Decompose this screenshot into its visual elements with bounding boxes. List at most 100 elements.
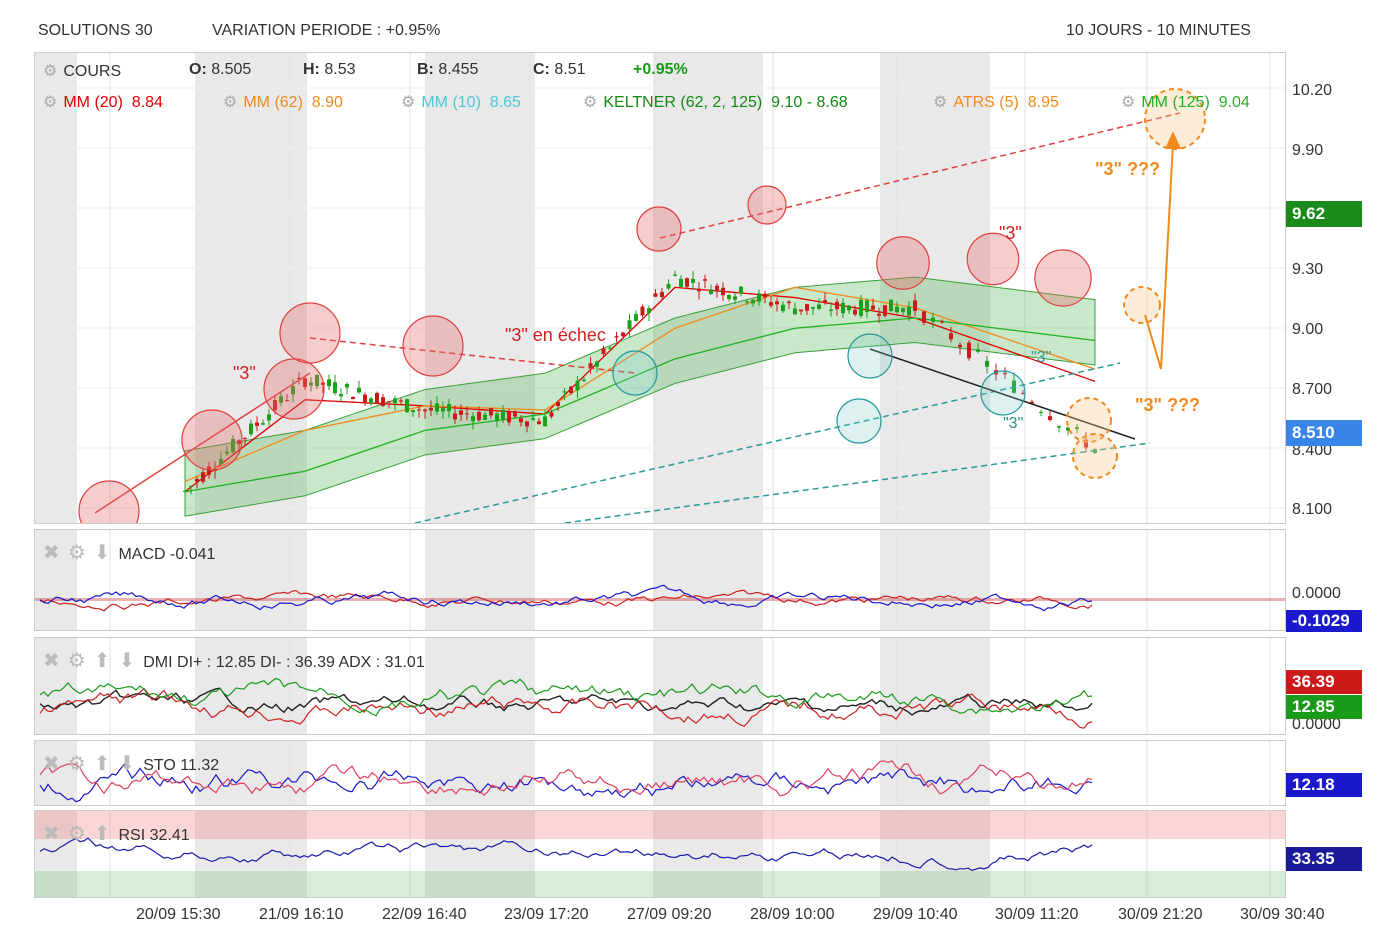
candle-body: [829, 309, 833, 312]
cours-legend: ⚙ COURS: [43, 63, 122, 80]
dmi-panel[interactable]: ✖ ⚙ ⬆ ⬇ DMI DI+ : 12.85 DI- : 36.39 ADX : 31…: [34, 637, 1286, 735]
arrow-up-icon[interactable]: ⬆: [93, 650, 111, 672]
session-band: [653, 638, 763, 734]
gear-icon[interactable]: ⚙: [67, 753, 86, 775]
candle-body: [763, 293, 767, 298]
candle-body: [733, 296, 737, 300]
gear-icon[interactable]: ⚙: [583, 94, 598, 111]
candle-body: [255, 422, 259, 426]
candle-body: [489, 408, 493, 416]
candle-body: [525, 421, 529, 427]
session-band: [195, 811, 307, 897]
arrow-down-icon[interactable]: ⬇: [118, 650, 136, 672]
candle-body: [405, 399, 409, 413]
macd-panel[interactable]: ✖ ⚙ ⬇ MACD -0.041: [34, 529, 1286, 631]
period-label[interactable]: 10 JOURS - 10 MINUTES: [1066, 22, 1251, 39]
close-icon[interactable]: ✖: [43, 753, 60, 775]
candle-body: [339, 394, 343, 397]
gear-icon[interactable]: ⚙: [67, 542, 86, 564]
indicator-mm20[interactable]: ⚙ MM (20) 8.84: [43, 94, 163, 111]
arrow-down-icon[interactable]: ⬇: [118, 753, 136, 775]
annotation-three: "3": [999, 223, 1022, 243]
candle-body: [537, 421, 541, 425]
zone-band: [35, 811, 1285, 839]
candle-body: [865, 300, 869, 313]
price-panel[interactable]: ⚙ COURS O: 8.505 H: 8.53 B: 8.455 C: 8.51…: [34, 52, 1286, 524]
session-band: [653, 530, 763, 630]
candle-body: [387, 401, 391, 403]
candle-body: [435, 403, 439, 412]
candle-body: [588, 363, 593, 369]
candle-body: [279, 396, 283, 403]
session-band: [195, 53, 307, 523]
session-band: [35, 53, 77, 523]
series-line-mm62: [184, 286, 1096, 483]
gear-icon[interactable]: ⚙: [401, 94, 416, 111]
candle-body: [976, 349, 980, 352]
sto-panel[interactable]: ✖ ⚙ ⬆ ⬇ STO 11.32: [34, 740, 1286, 806]
indicator-atrs[interactable]: ⚙ ATRS (5) 8.95: [933, 94, 1059, 111]
rsi-panel[interactable]: ✖ ⚙ ⬆ RSI 32.41: [34, 810, 1286, 898]
close-icon[interactable]: ✖: [43, 823, 60, 845]
candle-body: [291, 386, 295, 395]
candle-body: [195, 478, 199, 482]
arrow-up-icon[interactable]: ⬆: [93, 753, 111, 775]
candle-body: [556, 402, 560, 406]
candle-body: [913, 300, 917, 311]
candle-body: [757, 293, 761, 302]
indicator-mm62[interactable]: ⚙ MM (62) 8.90: [223, 94, 343, 111]
x-tick: 30/09 11:20: [995, 906, 1079, 923]
candle-body: [531, 418, 535, 420]
gear-icon[interactable]: ⚙: [67, 823, 86, 845]
ohlc-open: O: 8.505: [189, 61, 252, 78]
candle-body: [369, 398, 373, 404]
candle-body: [207, 466, 211, 475]
candle-body: [841, 302, 845, 314]
candle-body: [501, 409, 505, 420]
candle-body: [309, 382, 313, 386]
arrow-down-icon[interactable]: ⬇: [93, 542, 111, 564]
arrow-up-icon[interactable]: ⬆: [93, 823, 111, 845]
candle-body: [877, 313, 881, 316]
gear-icon[interactable]: ⚙: [1121, 94, 1136, 111]
candle-body: [595, 361, 599, 367]
candle-body: [465, 413, 469, 415]
candle-body: [679, 278, 683, 287]
close-icon[interactable]: ✖: [43, 542, 60, 564]
candle-body: [453, 413, 457, 420]
candle-body: [1066, 427, 1070, 431]
candle-body: [805, 304, 809, 311]
indicator-mm125[interactable]: ⚙ MM (125) 9.04: [1121, 94, 1250, 111]
indicator-mm10[interactable]: ⚙ MM (10) 8.65: [401, 94, 521, 111]
session-band: [195, 530, 307, 630]
gear-icon[interactable]: ⚙: [43, 63, 58, 80]
session-band: [653, 53, 763, 523]
dmi-tag-diplus: 12.85: [1286, 695, 1362, 719]
candle-body: [519, 418, 523, 423]
gear-icon[interactable]: ⚙: [933, 94, 948, 111]
sto-chart: [35, 741, 1271, 805]
gear-icon[interactable]: ⚙: [43, 94, 58, 111]
candle-body: [411, 410, 415, 413]
candle-body: [640, 306, 645, 316]
candle-body: [811, 306, 815, 309]
candle-body: [703, 279, 707, 281]
x-tick: 29/09 10:40: [873, 906, 958, 923]
candle-body: [883, 305, 887, 316]
candle-body: [375, 392, 379, 404]
projection-circle: [1066, 397, 1112, 443]
close-icon[interactable]: ✖: [43, 650, 60, 672]
zone-band: [35, 871, 1285, 897]
candle-body: [285, 400, 289, 402]
candle-body: [1003, 372, 1007, 375]
candle-body: [399, 400, 403, 402]
session-band: [880, 53, 990, 523]
candle-body: [357, 387, 361, 393]
candle-body: [393, 398, 397, 404]
candle-body: [303, 378, 307, 388]
signal-circle: [747, 185, 787, 225]
candle-body: [219, 458, 223, 465]
indicator-keltner[interactable]: ⚙ KELTNER (62, 2, 125) 9.10 - 8.68: [583, 94, 848, 111]
gear-icon[interactable]: ⚙: [223, 94, 238, 111]
gear-icon[interactable]: ⚙: [67, 650, 86, 672]
